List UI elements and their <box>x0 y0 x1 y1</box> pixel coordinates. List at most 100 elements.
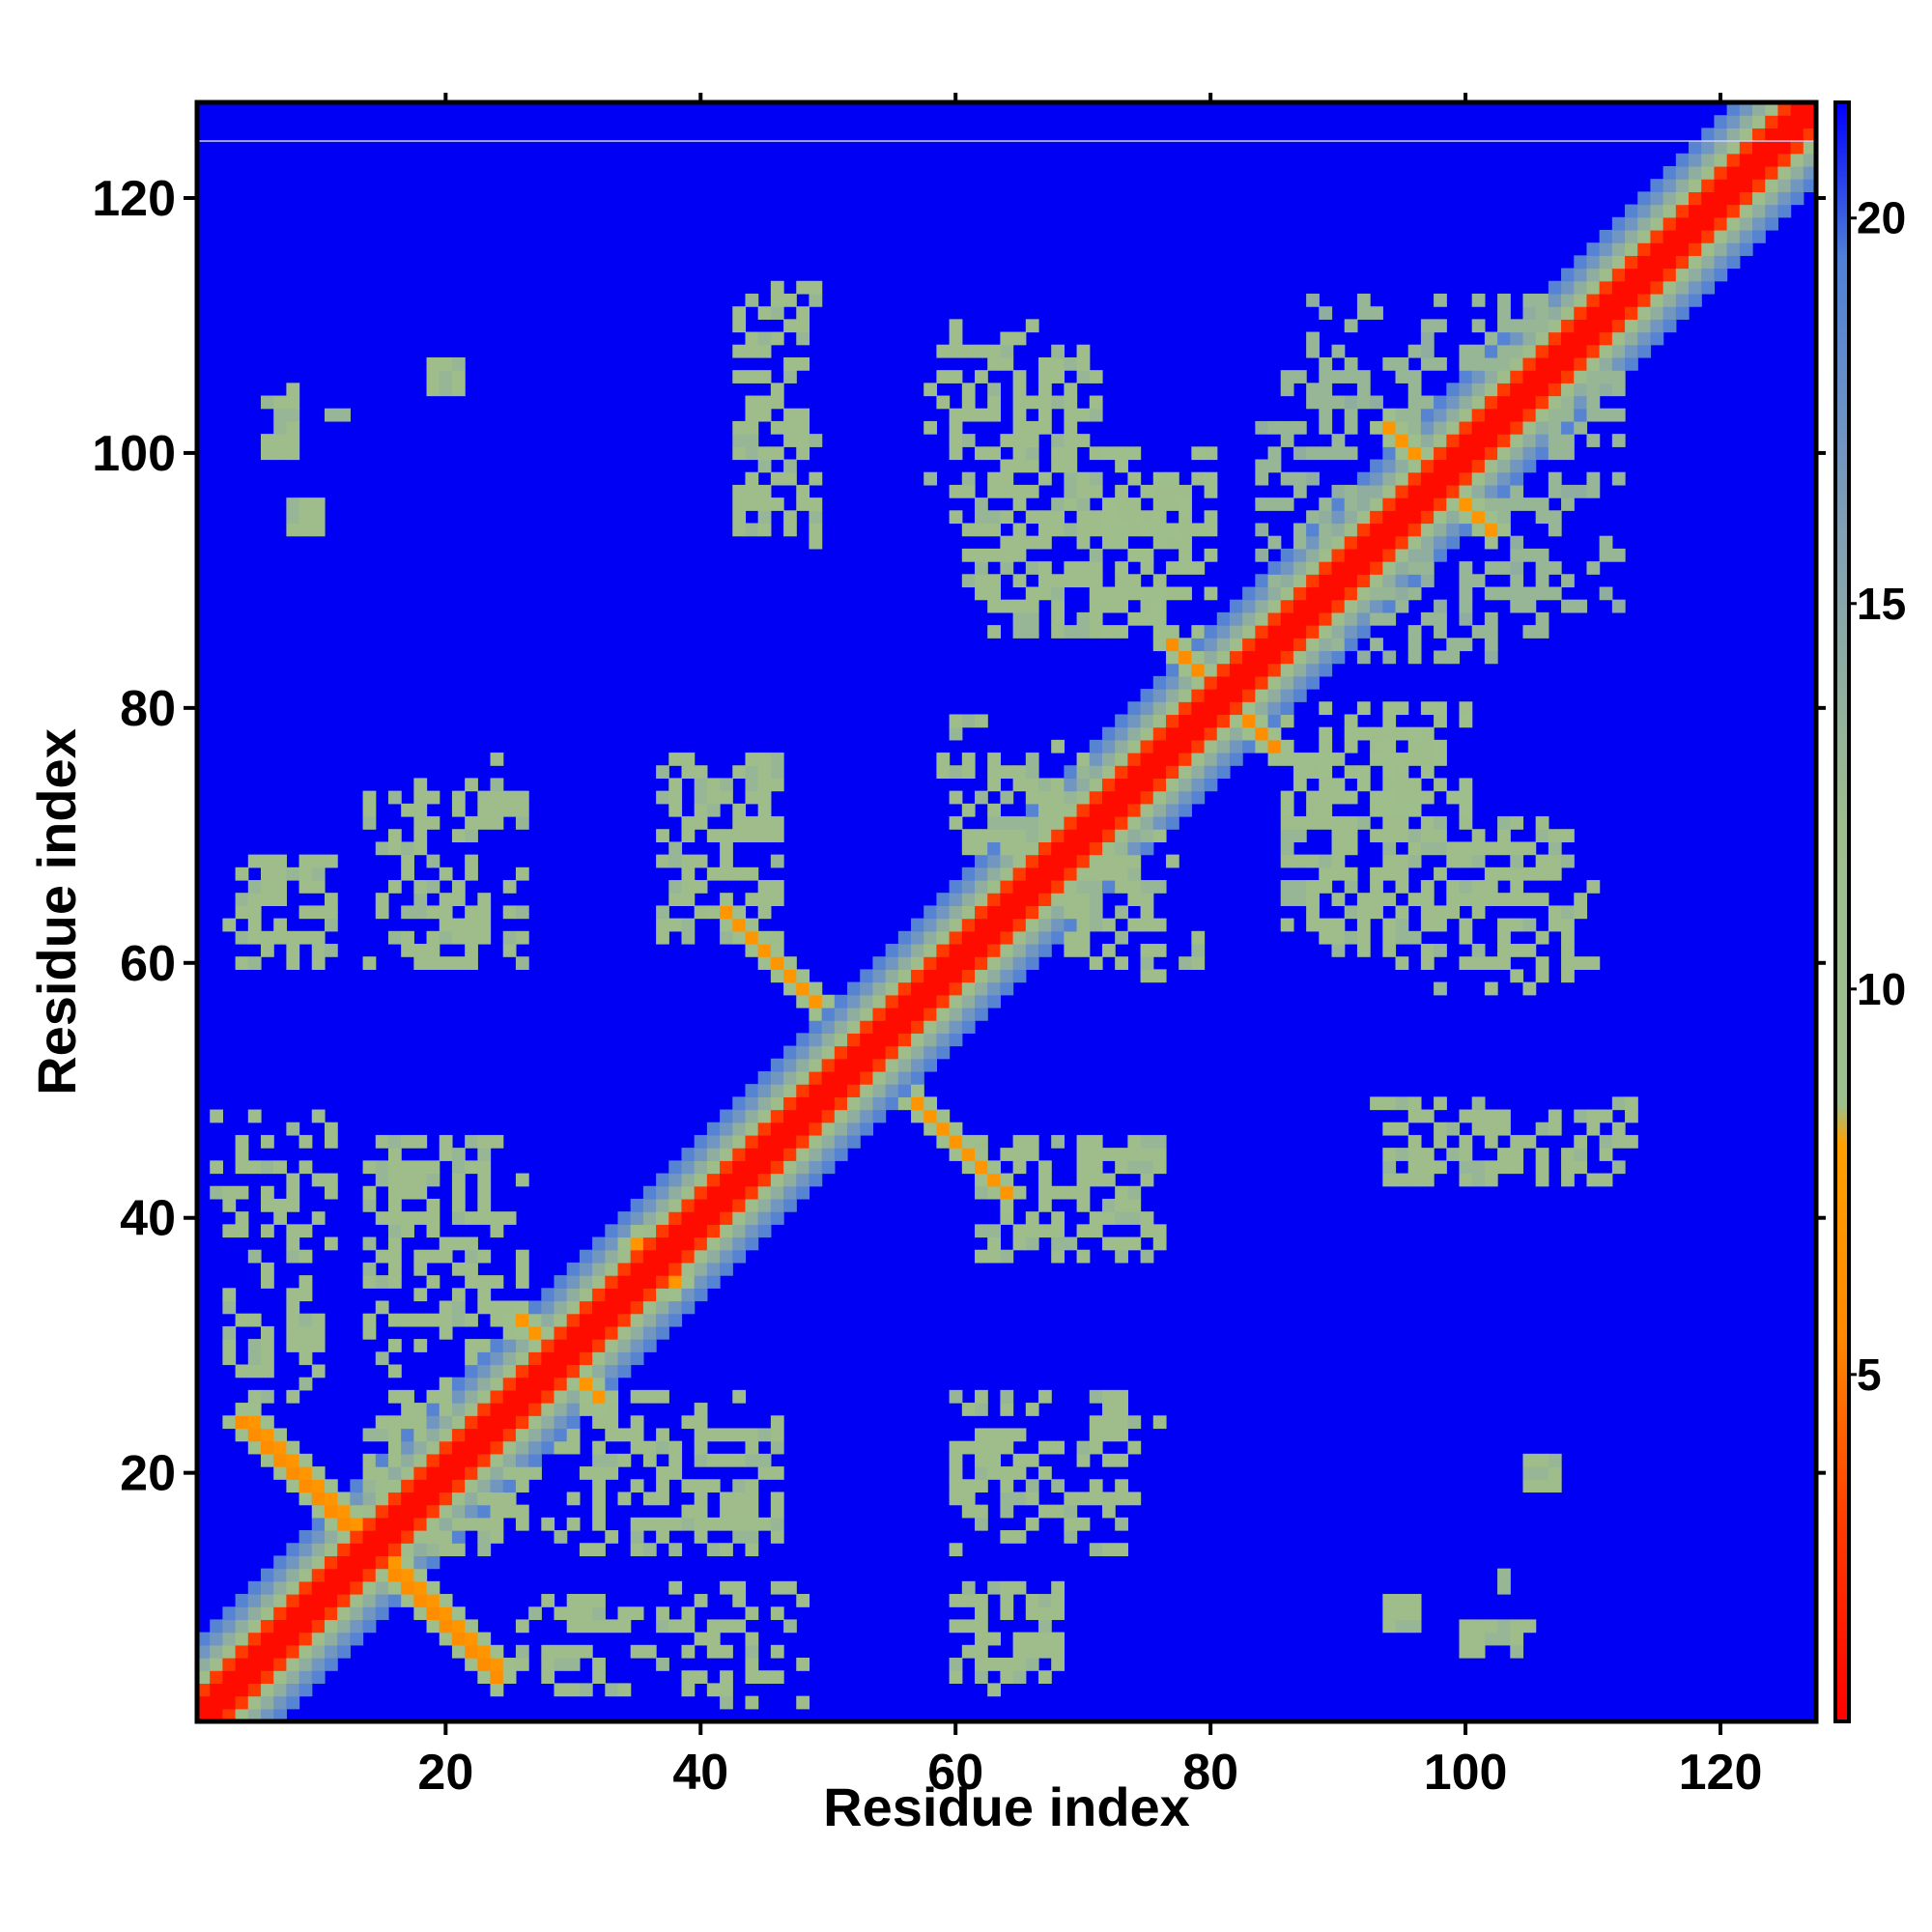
heatmap-cell <box>426 1504 440 1519</box>
heatmap-cell <box>375 1504 389 1519</box>
heatmap-cell <box>1140 893 1154 906</box>
heatmap-cell <box>1140 739 1154 753</box>
heatmap-cell <box>809 1033 823 1047</box>
heatmap-cell <box>1497 306 1511 320</box>
heatmap-cell <box>1459 446 1473 461</box>
heatmap-cell <box>745 446 759 461</box>
heatmap-cell <box>720 1122 733 1136</box>
heatmap-cell <box>260 854 274 868</box>
heatmap-cell <box>273 930 287 945</box>
heatmap-cell <box>1625 280 1638 295</box>
heatmap-cell <box>1331 918 1346 932</box>
heatmap-cell <box>1115 803 1128 817</box>
heatmap-cell <box>1319 599 1333 613</box>
heatmap-cell <box>1140 841 1154 856</box>
heatmap-cell <box>1191 956 1206 970</box>
heatmap-cell <box>1255 650 1269 665</box>
heatmap-cell <box>362 1492 377 1506</box>
heatmap-cell <box>1064 459 1078 473</box>
heatmap-cell <box>247 1313 262 1327</box>
heatmap-cell <box>387 1466 402 1480</box>
heatmap-cell <box>566 1415 581 1430</box>
heatmap-cell <box>1255 625 1269 639</box>
heatmap-cell <box>1459 790 1473 805</box>
heatmap-cell <box>1025 905 1039 920</box>
heatmap-cell <box>949 1594 963 1607</box>
heatmap-cell <box>1420 905 1435 920</box>
heatmap-cell <box>1115 1198 1128 1212</box>
heatmap-cell <box>694 1262 708 1276</box>
heatmap-cell <box>235 1606 249 1621</box>
heatmap-cell <box>1420 765 1435 780</box>
heatmap-cell <box>1101 803 1116 817</box>
heatmap-cell <box>1076 790 1091 805</box>
heatmap-cell <box>1689 242 1702 256</box>
heatmap-cell <box>1179 765 1192 780</box>
heatmap-cell <box>936 1033 951 1047</box>
heatmap-cell <box>745 1160 759 1175</box>
heatmap-cell <box>1012 880 1027 894</box>
heatmap-cell <box>1242 650 1256 665</box>
heatmap-cell <box>439 1453 453 1467</box>
heatmap-cell <box>1344 497 1358 511</box>
heatmap-cell <box>1331 446 1346 461</box>
heatmap-cell <box>745 1644 759 1659</box>
heatmap-cell <box>1599 535 1613 550</box>
heatmap-cell <box>681 1670 696 1685</box>
heatmap-cell <box>1331 510 1346 525</box>
heatmap-cell <box>413 1415 428 1430</box>
heatmap-cell <box>783 1084 797 1097</box>
heatmap-cell <box>1000 930 1014 945</box>
heatmap-cell <box>451 1466 466 1480</box>
heatmap-cell <box>630 1288 644 1302</box>
heatmap-cell <box>1152 689 1167 702</box>
heatmap-cell <box>579 1606 593 1621</box>
heatmap-cell <box>210 1160 223 1175</box>
heatmap-cell <box>1204 446 1218 461</box>
heatmap-cell <box>273 1198 287 1212</box>
heatmap-cell <box>413 893 428 906</box>
heatmap-cell <box>451 1377 466 1391</box>
heatmap-cell <box>1434 510 1447 525</box>
heatmap-cell <box>1280 739 1294 753</box>
heatmap-cell <box>1752 165 1766 180</box>
heatmap-cell <box>1051 586 1065 601</box>
heatmap-cell <box>465 854 478 868</box>
heatmap-cell <box>783 459 797 473</box>
heatmap-cell <box>1012 1224 1027 1238</box>
heatmap-cell <box>1586 1173 1601 1187</box>
heatmap-cell <box>1535 969 1549 983</box>
y-tick-label: 40 <box>120 1191 176 1247</box>
heatmap-cell <box>720 1543 733 1557</box>
heatmap-cell <box>311 1580 326 1595</box>
heatmap-cell <box>1484 497 1498 511</box>
heatmap-cell <box>1459 497 1473 511</box>
heatmap-cell <box>1076 434 1091 447</box>
heatmap-cell <box>681 1288 696 1302</box>
heatmap-cell <box>298 1580 313 1595</box>
heatmap-cell <box>1037 510 1052 525</box>
heatmap-cell <box>1140 611 1154 626</box>
heatmap-cell <box>1471 1644 1486 1659</box>
heatmap-cell <box>1051 1134 1065 1149</box>
heatmap-cell <box>1574 599 1588 613</box>
heatmap-cell <box>681 1275 696 1289</box>
heatmap-cell <box>1689 268 1702 282</box>
heatmap-cell <box>1089 854 1103 868</box>
heatmap-cell <box>1115 586 1128 601</box>
heatmap-cell <box>1599 280 1613 295</box>
heatmap-cell <box>1675 229 1690 243</box>
x-tick-label: 40 <box>672 1745 728 1801</box>
heatmap-cell <box>210 1632 223 1646</box>
heatmap-cell <box>592 1389 606 1404</box>
heatmap-cell <box>1076 930 1091 945</box>
heatmap-cell <box>1064 1530 1078 1544</box>
heatmap-cell <box>1179 778 1192 792</box>
heatmap-cell <box>987 1580 1001 1595</box>
heatmap-cell <box>745 1453 759 1467</box>
heatmap-cell <box>885 1045 899 1060</box>
heatmap-cell <box>1115 1185 1128 1200</box>
heatmap-cell <box>1650 331 1664 346</box>
heatmap-cell <box>1382 650 1397 665</box>
heatmap-cell <box>1662 179 1677 192</box>
